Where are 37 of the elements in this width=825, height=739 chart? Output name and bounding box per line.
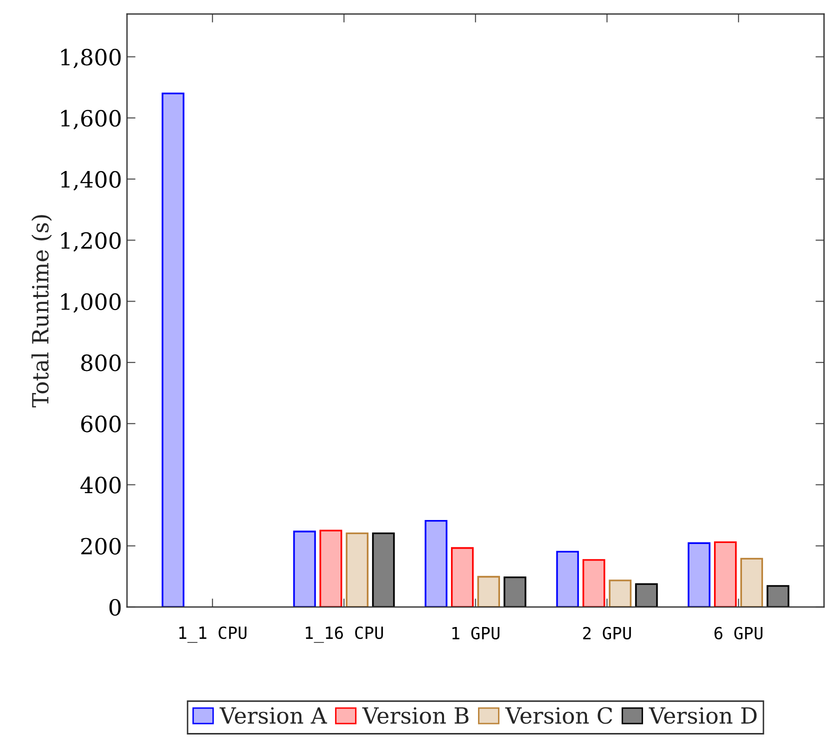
x-tick-label: 2 GPU — [583, 626, 631, 640]
y-tick-label: 200 — [81, 538, 121, 555]
bar — [635, 583, 658, 607]
y-tick-label: 800 — [81, 354, 121, 372]
bar — [740, 558, 764, 607]
bar — [556, 550, 579, 607]
y-tick-label: 1,000 — [61, 293, 121, 313]
x-tick-label: 1_1 CPU — [179, 626, 246, 643]
y-tick-label: 1,200 — [61, 232, 121, 252]
x-tick-label: 1_16 CPU — [306, 626, 383, 643]
y-axis-title: Total Runtime (s) — [31, 215, 52, 408]
bar — [688, 542, 710, 607]
x-tick-label: 1 GPU — [452, 626, 500, 640]
bar — [504, 576, 526, 607]
legend-label: Version C — [505, 707, 612, 724]
bar — [766, 585, 790, 607]
bar — [714, 541, 737, 607]
bar — [450, 547, 474, 607]
bar — [424, 520, 448, 607]
legend-label: Version D — [648, 707, 757, 724]
y-tick-label: 400 — [80, 476, 121, 494]
bar — [582, 559, 606, 607]
bar — [608, 580, 632, 607]
bar — [372, 532, 395, 607]
bar — [319, 530, 342, 607]
bar — [346, 532, 368, 607]
bar — [162, 92, 184, 607]
y-tick-label: 1,600 — [61, 110, 121, 130]
y-tick-label: 600 — [81, 416, 121, 432]
x-tick-label: 6 GPU — [714, 626, 762, 640]
y-tick-label: 0 — [109, 598, 121, 616]
bar — [293, 530, 316, 607]
y-tick-label: 1,800 — [61, 48, 121, 68]
bar — [477, 576, 500, 607]
legend-label: Version B — [362, 707, 468, 724]
y-tick-label: 1,400 — [61, 171, 121, 191]
legend-label: Version A — [220, 707, 328, 724]
